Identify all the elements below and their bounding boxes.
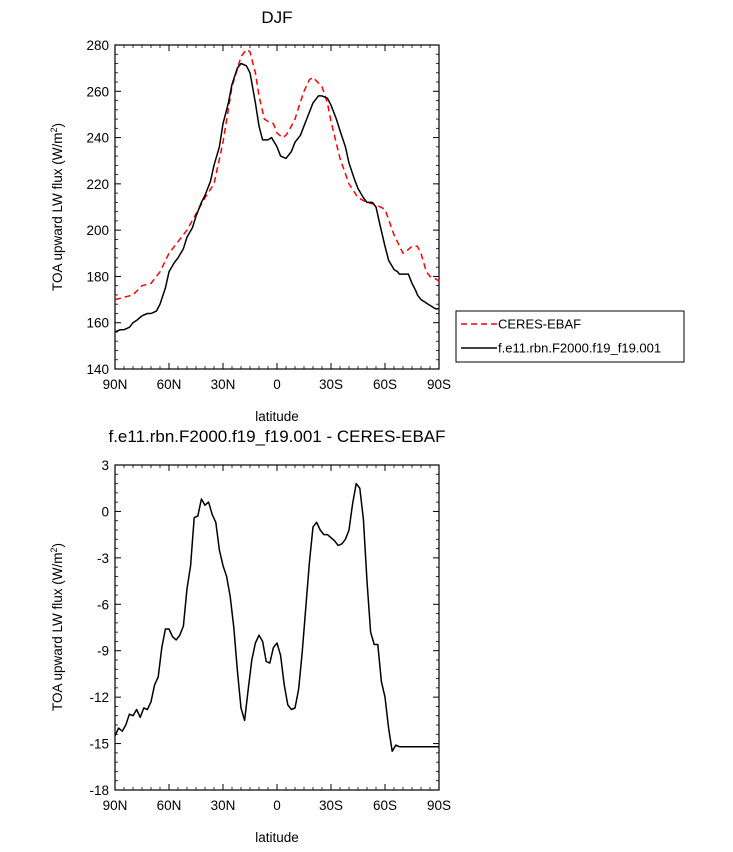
top-y-axis-label-sup: 2 [49,127,59,132]
top-y-tick-label: 280 [86,38,109,53]
bottom-y-axis-label-sup: 2 [49,547,59,552]
top-panel: DJF 90N 60N 30N 0 30S 60S 90S 140 160 180 200 220 24… [49,8,685,424]
top-series-line-model [114,62,439,333]
top-x-tick-label: 0 [273,377,281,392]
bottom-y-tick-label: -12 [89,690,109,705]
top-axis-ticks: 90N 60N 30N 0 30S 60S 90S 140 160 180 200 220 240 260… [86,38,451,392]
top-x-tick-label: 60S [373,377,397,392]
top-x-tick-label: 30S [319,377,343,392]
bottom-y-tick-label: -6 [97,597,109,612]
top-plot-frame [114,44,440,370]
bottom-x-tick-label: 0 [273,798,281,813]
bottom-series-group [114,482,439,753]
legend-label-model: f.e11.rbn.F2000.f19_f19.001 [498,341,661,356]
top-y-tick-label: 260 [86,84,109,99]
top-y-tick-label: 180 [86,269,109,284]
bottom-y-tick-label: 0 [101,504,109,519]
top-series-group [114,48,440,333]
bottom-axis-ticks: 90N 60N 30N 0 30S 60S 90S -18 -15 -12 -9 -6 -3 0 3 [89,458,451,813]
bottom-y-tick-label: -9 [97,644,109,659]
top-y-tick-label: 200 [86,223,109,238]
top-x-tick-label: 90S [427,377,451,392]
top-y-axis-label-close: ) [50,123,65,128]
top-y-axis-label: TOA upward LW flux (W/m2) [49,123,65,291]
top-y-tick-label: 160 [86,316,109,331]
legend-label-ceres: CERES-EBAF [498,317,581,332]
bottom-x-tick-label: 90S [427,798,451,813]
bottom-y-axis-label: TOA upward LW flux (W/m2) [49,543,65,711]
bottom-x-axis-label: latitude [255,830,299,845]
legend-box [455,310,685,363]
top-x-axis-label: latitude [255,409,299,424]
top-x-tick-label: 60N [157,377,182,392]
bottom-x-tick-label: 90N [103,798,128,813]
legend: CERES-EBAF f.e11.rbn.F2000.f19_f19.001 [455,310,685,363]
top-x-tick-label: 30N [211,377,236,392]
bottom-y-tick-label: -15 [89,737,109,752]
top-y-tick-label: 240 [86,131,109,146]
bottom-y-axis-label-main: TOA upward LW flux (W/m [50,552,65,711]
bottom-y-tick-label: -18 [89,783,109,798]
bottom-chart-title: f.e11.rbn.F2000.f19_f19.001 - CERES-EBAF [108,427,445,446]
bottom-x-tick-label: 30S [319,798,343,813]
top-chart-title: DJF [261,8,292,27]
bottom-series-line-model [114,482,439,753]
bottom-panel: f.e11.rbn.F2000.f19_f19.001 - CERES-EBAF… [49,427,451,845]
top-x-tick-label: 90N [103,377,128,392]
bottom-y-tick-label: 3 [101,458,109,473]
top-series-line-ceres-ebaf [114,48,440,301]
bottom-x-tick-label: 30N [211,798,236,813]
bottom-x-tick-label: 60N [157,798,182,813]
bottom-y-tick-label: -3 [97,551,109,566]
top-y-tick-label: 220 [86,177,109,192]
bottom-y-axis-label-close: ) [50,543,65,548]
bottom-x-tick-label: 60S [373,798,397,813]
top-y-tick-label: 140 [86,362,109,377]
top-y-axis-label-main: TOA upward LW flux (W/m [50,132,65,291]
